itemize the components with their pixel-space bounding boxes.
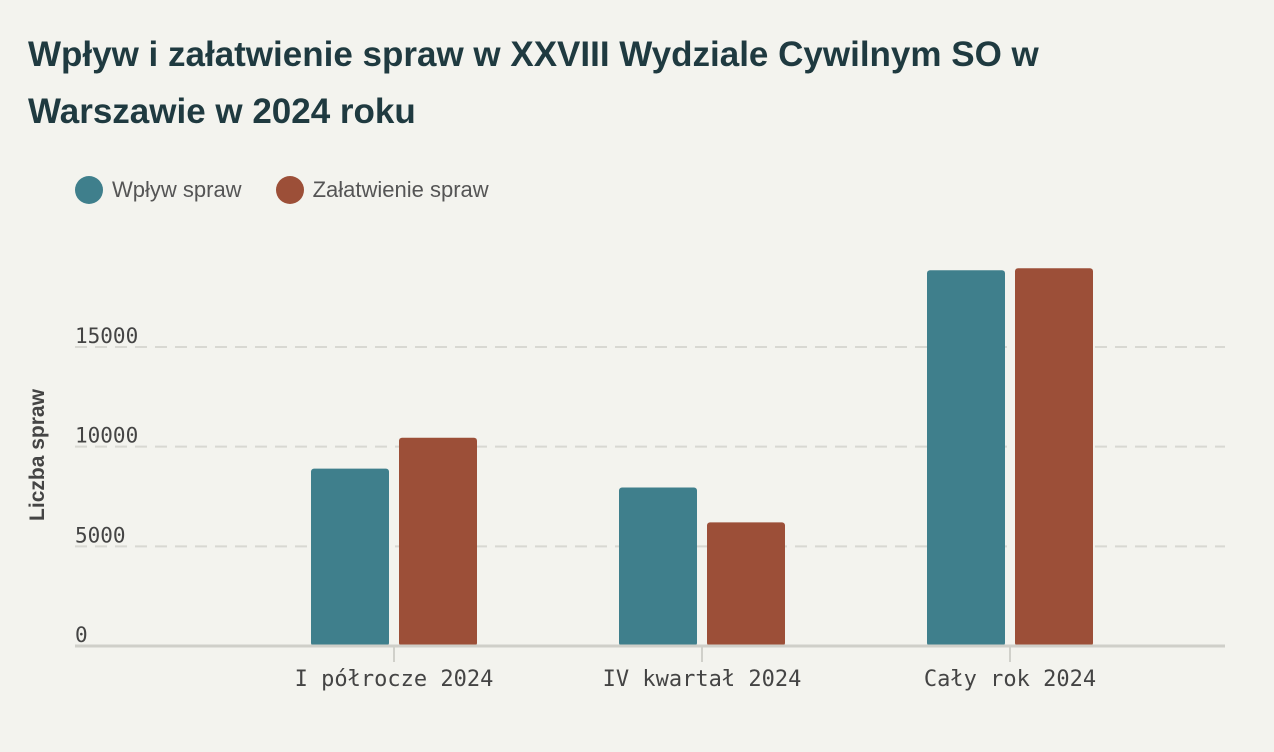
x-tick-label: IV kwartał 2024 [603,667,802,692]
legend-item-resolved: Załatwienie spraw [275,176,489,204]
bar [1015,268,1093,646]
legend-label-inflow: Wpływ spraw [112,177,242,202]
bar [707,522,785,646]
x-tick-label: I półrocze 2024 [295,667,494,692]
chart-legend: Wpływ spraw Załatwienie spraw [75,176,489,204]
y-axis-label: Liczba spraw [26,388,49,521]
legend-label-resolved: Załatwienie spraw [312,177,489,202]
y-tick-label: 10000 [75,424,138,448]
y-tick-label: 15000 [75,324,138,348]
y-tick-label: 0 [75,623,88,647]
x-tick-label: Cały rok 2024 [924,667,1096,692]
bar [311,468,389,646]
bar [619,487,697,646]
legend-swatch-inflow [75,176,103,204]
y-tick-label: 5000 [75,523,126,547]
legend-item-inflow: Wpływ spraw [75,176,242,204]
chart-title: Wpływ i załatwienie spraw w XXVIII Wydzi… [28,35,1039,131]
bar [927,270,1005,646]
bar [399,437,477,646]
legend-swatch-resolved [275,176,304,204]
